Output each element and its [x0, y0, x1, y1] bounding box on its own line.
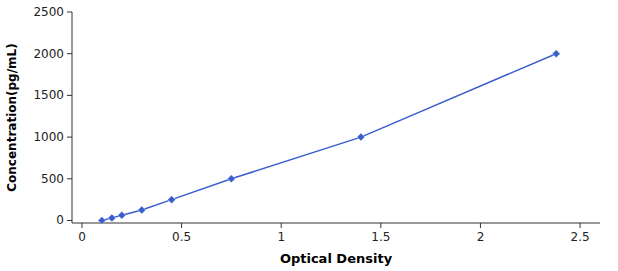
- x-tick-label: 1: [277, 230, 285, 244]
- data-line: [102, 54, 556, 221]
- y-tick-label: 1500: [33, 88, 64, 102]
- x-tick: [181, 223, 182, 228]
- y-tick: [67, 137, 72, 138]
- y-tick-label: 2500: [33, 5, 64, 19]
- x-tick: [580, 223, 581, 228]
- y-axis-label: Concentration(pg/mL): [5, 43, 19, 191]
- y-axis-line: [72, 12, 73, 223]
- chart-container: 0 0.5 1 1.5 2 2.5 0 500 1000 1500 2000 2500 Optical …: [0, 0, 618, 271]
- y-tick-label: 2000: [33, 47, 64, 61]
- data-point: [227, 175, 235, 183]
- x-tick: [380, 223, 381, 228]
- x-tick-label: 0.5: [172, 230, 191, 244]
- data-point: [98, 216, 106, 223]
- y-tick: [67, 95, 72, 96]
- x-tick: [81, 223, 82, 228]
- data-point: [552, 50, 560, 58]
- x-tick-label: 2.5: [571, 230, 590, 244]
- data-point: [168, 196, 176, 204]
- x-tick: [281, 223, 282, 228]
- plot-area: [98, 50, 560, 223]
- y-tick: [67, 220, 72, 221]
- y-tick: [67, 12, 72, 13]
- data-point: [138, 206, 146, 214]
- y-tick: [67, 178, 72, 179]
- x-axis-line: [72, 223, 600, 224]
- x-tick: [480, 223, 481, 228]
- data-point: [118, 211, 126, 219]
- x-tick-label: 1.5: [371, 230, 390, 244]
- chart-svg: 0 0.5 1 1.5 2 2.5 0 500 1000 1500 2000 2500 Optical …: [0, 0, 618, 271]
- x-tick-label: 0: [78, 230, 86, 244]
- x-tick-label: 2: [477, 230, 485, 244]
- y-tick-label: 0: [56, 213, 64, 227]
- data-point: [108, 214, 116, 222]
- y-tick: [67, 53, 72, 54]
- data-point: [357, 133, 365, 141]
- y-tick-label: 500: [41, 172, 64, 186]
- y-tick-label: 1000: [33, 130, 64, 144]
- x-axis-label: Optical Density: [280, 251, 393, 266]
